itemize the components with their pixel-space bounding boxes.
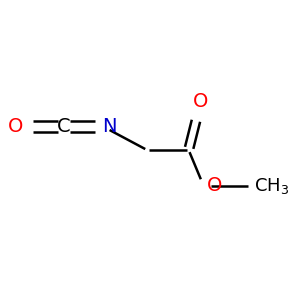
- Text: CH$_3$: CH$_3$: [254, 176, 289, 196]
- Text: O: O: [193, 92, 208, 111]
- Text: N: N: [102, 117, 117, 136]
- Text: C: C: [57, 117, 70, 136]
- Text: O: O: [8, 117, 24, 136]
- Text: O: O: [206, 176, 222, 195]
